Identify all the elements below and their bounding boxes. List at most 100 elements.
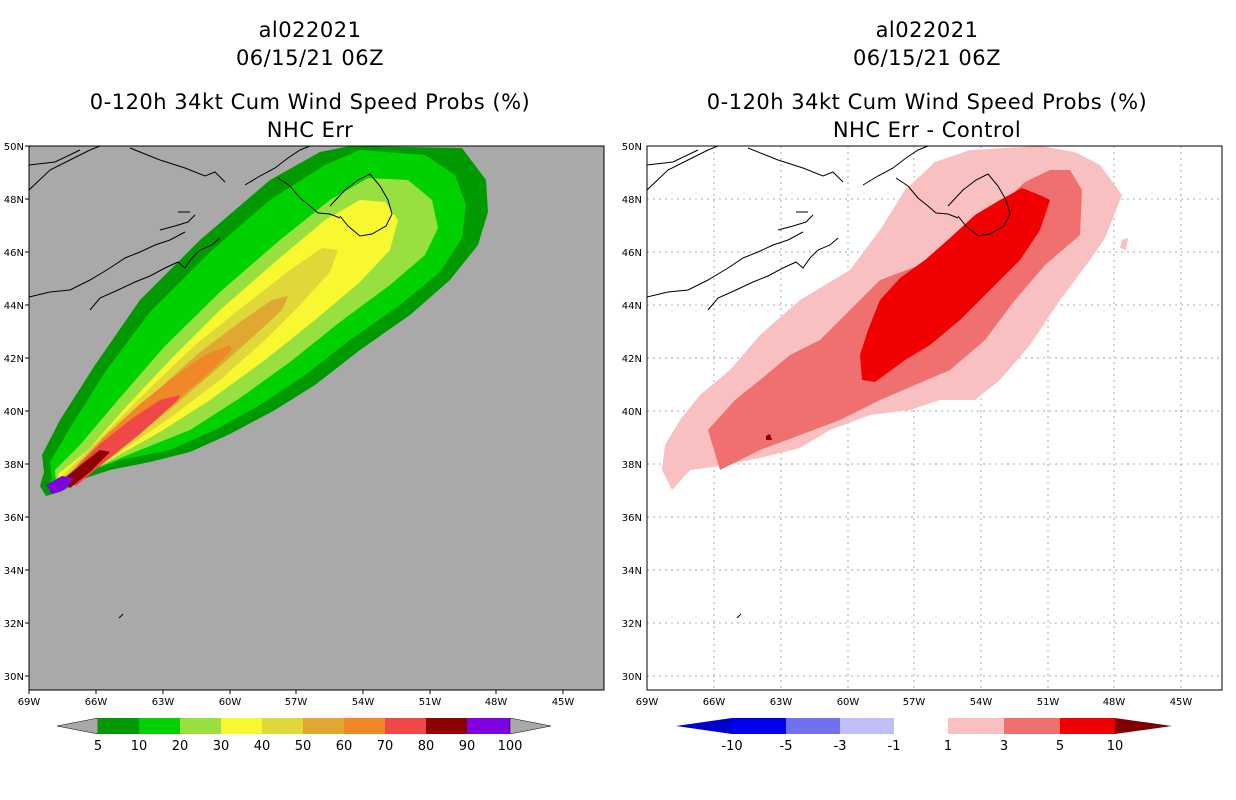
left-lat-label: 36N	[4, 513, 24, 524]
right-lat-label: 44N	[622, 301, 642, 312]
right-colorbar-label: 5	[1056, 739, 1064, 754]
left-lon-label: 54W	[352, 697, 375, 708]
right-lon-label: 69W	[636, 697, 659, 708]
left-title-variant: NHC Err	[266, 118, 354, 142]
right-lon-label: 66W	[703, 697, 726, 708]
left-colorbar-label: 40	[254, 739, 271, 754]
left-lon-label: 48W	[485, 697, 508, 708]
right-colorbar-cell	[732, 718, 786, 734]
left-colorbar-cell	[98, 718, 139, 734]
left-probability-map: 50N 48N 46N 44N 42N 40N 38N 36N 34N 32N …	[4, 142, 605, 708]
right-colorbar-cell	[1004, 718, 1060, 734]
right-title-storm-id: al022021	[875, 18, 979, 42]
diff-contour-5	[860, 188, 1050, 382]
left-lat-label: 44N	[4, 301, 24, 312]
left-colorbar-cell	[262, 718, 303, 734]
right-small-island	[736, 613, 742, 619]
left-lon-label: 63W	[152, 697, 175, 708]
prob-contour-80	[62, 450, 110, 488]
left-colorbar-label: 70	[377, 739, 394, 754]
left-colorbar-label: 30	[213, 739, 230, 754]
right-lon-label: 63W	[770, 697, 793, 708]
left-small-island	[118, 613, 124, 619]
right-colorbar-underflow	[676, 718, 732, 734]
left-lat-label: 30N	[4, 672, 24, 683]
right-colorbar-label: 3	[1000, 739, 1008, 754]
left-lon-label: 45W	[552, 697, 575, 708]
right-colorbar-label: 1	[944, 739, 952, 754]
diff-contour-10	[766, 434, 772, 440]
right-colorbar-overflow	[1115, 718, 1172, 734]
right-title-product: 0-120h 34kt Cum Wind Speed Probs (%)	[706, 90, 1148, 114]
right-colorbar-cell	[894, 718, 948, 734]
left-title-product: 0-120h 34kt Cum Wind Speed Probs (%)	[89, 90, 531, 114]
right-lon-label: 60W	[837, 697, 860, 708]
left-lat-label: 38N	[4, 460, 24, 471]
left-colorbar-cell	[385, 718, 426, 734]
left-colorbar-cell	[180, 718, 221, 734]
right-lat-label: 42N	[622, 354, 642, 365]
right-difference-map: 50N 48N 46N 44N 42N 40N 38N 36N 34N 32N …	[622, 142, 1223, 708]
left-colorbar-label: 90	[459, 739, 476, 754]
right-colorbar-cell	[1060, 718, 1115, 734]
left-colorbar-label: 5	[94, 739, 102, 754]
left-colorbar-label: 20	[172, 739, 189, 754]
right-lat-label: 30N	[622, 672, 642, 683]
left-lat-label: 32N	[4, 619, 24, 630]
left-colorbar-cell	[303, 718, 344, 734]
left-lat-label: 34N	[4, 566, 24, 577]
right-lon-label: 51W	[1037, 697, 1060, 708]
right-lon-label: 45W	[1170, 697, 1193, 708]
left-lon-label: 51W	[419, 697, 442, 708]
right-lat-label: 48N	[622, 195, 642, 206]
left-lat-label: 50N	[4, 142, 24, 153]
left-colorbar-label: 80	[418, 739, 435, 754]
left-colorbar-cell	[344, 718, 385, 734]
right-lat-label: 34N	[622, 566, 642, 577]
left-colorbar-cell	[139, 718, 180, 734]
right-coastline	[647, 146, 1011, 311]
left-colorbar: 5 10 20 30 40 50 60 70 80 90 100	[56, 717, 552, 754]
diff-contour-1-island	[1120, 238, 1128, 250]
left-title-datetime: 06/15/21 06Z	[235, 46, 385, 70]
right-colorbar-cell	[948, 718, 1004, 734]
right-colorbar-label: -10	[721, 739, 742, 754]
right-lat-label: 32N	[622, 619, 642, 630]
left-title-storm-id: al022021	[258, 18, 362, 42]
left-lat-label: 40N	[4, 407, 24, 418]
left-colorbar-cell	[426, 718, 467, 734]
left-lon-label: 60W	[219, 697, 242, 708]
left-colorbar-overflow	[509, 717, 552, 735]
right-lon-label: 48W	[1103, 697, 1126, 708]
left-lat-label: 48N	[4, 195, 24, 206]
left-lat-label: 42N	[4, 354, 24, 365]
left-colorbar-label: 100	[498, 739, 523, 754]
left-colorbar-cell	[221, 718, 262, 734]
right-title-variant: NHC Err - Control	[832, 118, 1022, 142]
right-lon-label: 57W	[903, 697, 926, 708]
right-lat-label: 46N	[622, 248, 642, 259]
left-colorbar-label: 10	[131, 739, 148, 754]
right-colorbar-label: -1	[888, 739, 901, 754]
right-lat-label: 50N	[622, 142, 642, 153]
right-title-datetime: 06/15/21 06Z	[852, 46, 1002, 70]
right-lat-label: 36N	[622, 513, 642, 524]
left-lon-label: 57W	[285, 697, 308, 708]
left-lon-label: 66W	[85, 697, 108, 708]
right-colorbar-label: -5	[780, 739, 793, 754]
right-lat-label: 40N	[622, 407, 642, 418]
left-lat-label: 46N	[4, 248, 24, 259]
left-colorbar-cell	[467, 718, 510, 734]
left-colorbar-underflow	[56, 717, 99, 735]
right-colorbar-cell	[840, 718, 894, 734]
left-lon-label: 69W	[18, 697, 41, 708]
left-colorbar-label: 60	[336, 739, 353, 754]
prob-contour-90	[46, 476, 74, 494]
right-colorbar-cell	[786, 718, 840, 734]
right-lat-label: 38N	[622, 460, 642, 471]
right-lon-label: 54W	[970, 697, 993, 708]
left-colorbar-label: 50	[295, 739, 312, 754]
left-coastline	[29, 146, 393, 311]
right-colorbar-label: -3	[834, 739, 847, 754]
right-colorbar-label: 10	[1107, 739, 1124, 754]
